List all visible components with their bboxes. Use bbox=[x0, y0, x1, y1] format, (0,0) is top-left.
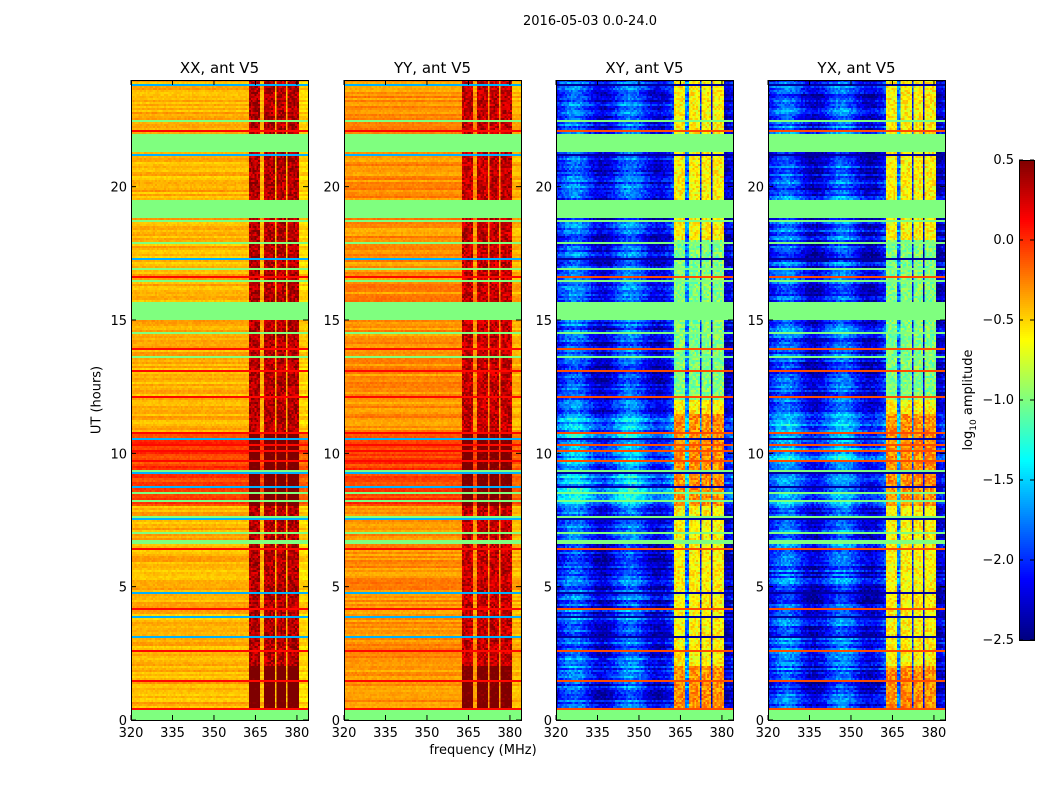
x-tick-label: 320 bbox=[119, 726, 144, 741]
y-axis-label: UT (hours) bbox=[89, 365, 105, 435]
x-tick-label: 335 bbox=[373, 726, 398, 741]
x-tick-label: 320 bbox=[544, 726, 569, 741]
x-tick-label: 335 bbox=[160, 726, 185, 741]
x-tick-label: 365 bbox=[456, 726, 481, 741]
colorbar-tick-label: −2.0 bbox=[982, 553, 1014, 568]
x-tick-label: 380 bbox=[710, 726, 735, 741]
x-tick-label: 335 bbox=[797, 726, 822, 741]
y-tick-label: 20 bbox=[110, 181, 127, 196]
x-axis-label: frequency (MHz) bbox=[429, 743, 537, 758]
x-tick-label: 350 bbox=[415, 726, 440, 741]
y-tick-label: 10 bbox=[747, 447, 764, 462]
plot-frame-3 bbox=[768, 80, 946, 721]
figure-title: 2016-05-03 0.0-24.0 bbox=[523, 14, 657, 29]
colorbar-tick-label: −0.5 bbox=[982, 313, 1014, 328]
heatmap-1 bbox=[344, 80, 521, 720]
heatmap-3 bbox=[768, 80, 945, 720]
x-tick-label: 365 bbox=[880, 726, 905, 741]
heatmap-0 bbox=[131, 80, 308, 720]
colorbar-tick-label: −1.0 bbox=[982, 393, 1014, 408]
x-tick-label: 365 bbox=[243, 726, 268, 741]
colorbar-label: log10 amplitude bbox=[961, 349, 979, 451]
y-tick-label: 5 bbox=[756, 581, 764, 596]
panel-title-3: YX, ant V5 bbox=[816, 59, 895, 77]
y-tick-label: 10 bbox=[323, 447, 340, 462]
colorbar-tick-label: −2.5 bbox=[982, 633, 1014, 648]
x-tick-label: 350 bbox=[202, 726, 227, 741]
y-tick-label: 20 bbox=[747, 181, 764, 196]
y-tick-label: 10 bbox=[535, 447, 552, 462]
heatmap-2 bbox=[556, 80, 733, 720]
x-tick-label: 380 bbox=[285, 726, 310, 741]
y-tick-label: 0 bbox=[332, 714, 340, 729]
panel-title-0: XX, ant V5 bbox=[180, 59, 259, 77]
x-tick-label: 320 bbox=[332, 726, 357, 741]
panel-title-2: XY, ant V5 bbox=[605, 59, 683, 77]
panel-title-1: YY, ant V5 bbox=[393, 59, 471, 77]
y-tick-label: 20 bbox=[323, 181, 340, 196]
plot-frame-2 bbox=[556, 80, 734, 721]
x-tick-label: 380 bbox=[498, 726, 523, 741]
y-tick-label: 15 bbox=[747, 314, 764, 329]
x-tick-label: 365 bbox=[668, 726, 693, 741]
y-tick-label: 0 bbox=[119, 714, 127, 729]
x-tick-label: 350 bbox=[839, 726, 864, 741]
y-tick-label: 15 bbox=[323, 314, 340, 329]
x-tick-label: 350 bbox=[627, 726, 652, 741]
y-tick-label: 15 bbox=[110, 314, 127, 329]
y-tick-label: 0 bbox=[544, 714, 552, 729]
x-tick-label: 335 bbox=[585, 726, 610, 741]
colorbar-tick-label: 0.0 bbox=[993, 233, 1014, 248]
y-tick-label: 5 bbox=[544, 581, 552, 596]
y-tick-label: 5 bbox=[332, 581, 340, 596]
colorbar-tick-label: 0.5 bbox=[993, 153, 1014, 168]
plot-frame-0 bbox=[131, 80, 309, 721]
y-tick-label: 10 bbox=[110, 447, 127, 462]
plot-frame-1 bbox=[344, 80, 522, 721]
x-tick-label: 380 bbox=[922, 726, 947, 741]
y-tick-label: 15 bbox=[535, 314, 552, 329]
x-tick-label: 320 bbox=[756, 726, 781, 741]
y-tick-label: 5 bbox=[119, 581, 127, 596]
y-tick-label: 20 bbox=[535, 181, 552, 196]
y-tick-label: 0 bbox=[756, 714, 764, 729]
colorbar bbox=[1019, 160, 1034, 640]
colorbar-tick-label: −1.5 bbox=[982, 473, 1014, 488]
